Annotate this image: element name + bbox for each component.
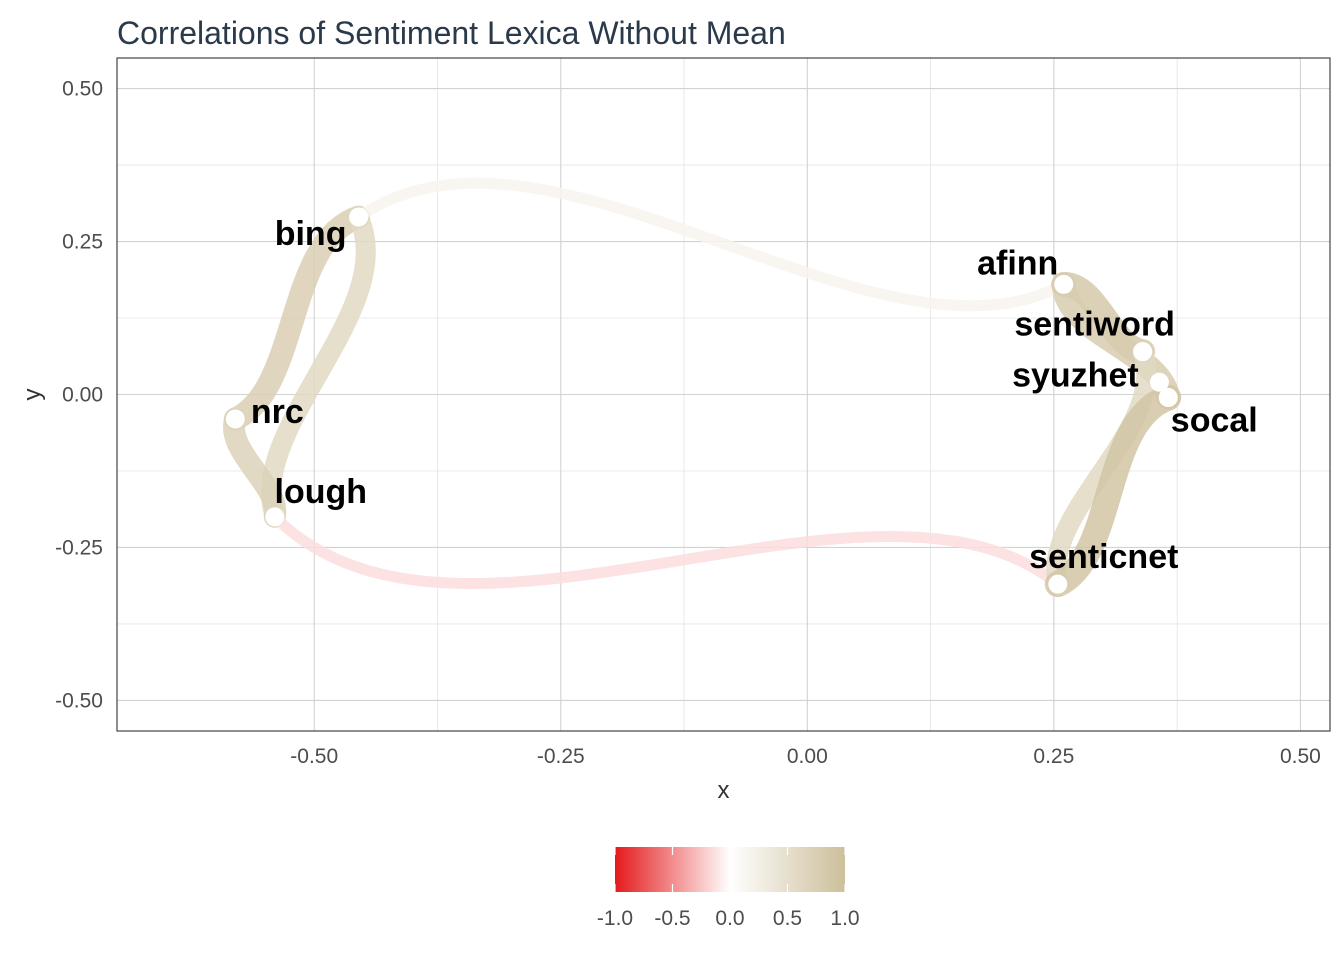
x-tick-label: 0.00 <box>787 745 828 768</box>
x-tick-label: -0.25 <box>537 745 585 768</box>
x-axis-ticks: -0.50 -0.25 0.00 0.25 0.50 <box>290 745 1321 768</box>
y-tick-label: -0.50 <box>55 689 103 712</box>
nodes <box>225 207 1178 594</box>
node-lough <box>265 507 285 527</box>
y-tick-label: 0.50 <box>62 78 103 101</box>
legend: -1.0 -0.5 0.0 0.5 1.0 <box>597 847 860 930</box>
edge-bing-afinn <box>353 177 1070 312</box>
y-axis-ticks: 0.50 0.25 0.00 -0.25 -0.50 <box>55 78 103 713</box>
grid <box>117 58 1330 731</box>
node-label-lough: lough <box>275 473 368 511</box>
x-tick-label: -0.50 <box>290 745 338 768</box>
node-sentiword <box>1133 342 1153 362</box>
node-labels: bing nrc lough afinn sentiword syuzhet socal se… <box>251 215 1258 576</box>
panel-border <box>116 57 1331 732</box>
chart-title: Correlations of Sentiment Lexica Without… <box>117 15 786 51</box>
edge-socal-senticnet <box>1044 384 1182 598</box>
node-afinn <box>1054 274 1074 294</box>
edge-nrc-lough <box>223 407 287 528</box>
node-bing <box>349 207 369 227</box>
legend-tick-label: -1.0 <box>597 907 633 930</box>
node-label-socal: socal <box>1171 402 1258 440</box>
y-tick-label: -0.25 <box>55 536 103 559</box>
x-axis-label: x <box>718 777 730 804</box>
node-socal <box>1158 388 1178 408</box>
node-syuzhet <box>1149 372 1169 392</box>
node-label-bing: bing <box>275 215 347 253</box>
legend-tick-label: 0.0 <box>715 907 744 930</box>
legend-tick-label: 0.5 <box>773 907 802 930</box>
legend-tick-label: 1.0 <box>830 907 859 930</box>
x-tick-label: 0.25 <box>1033 745 1074 768</box>
edge-lough-senticnet <box>269 511 1064 590</box>
y-axis-label: y <box>19 389 46 401</box>
node-label-syuzhet: syuzhet <box>1012 356 1139 394</box>
node-label-afinn: afinn <box>977 244 1058 282</box>
legend-tick-label: -0.5 <box>654 907 690 930</box>
x-tick-label: 0.50 <box>1280 745 1321 768</box>
node-senticnet <box>1048 574 1068 594</box>
node-label-senticnet: senticnet <box>1029 538 1178 576</box>
edge-bing-nrc <box>223 205 371 431</box>
node-nrc <box>225 409 245 429</box>
node-label-nrc: nrc <box>251 393 304 431</box>
y-tick-label: 0.25 <box>62 231 103 254</box>
y-tick-label: 0.00 <box>62 384 103 407</box>
node-label-sentiword: sentiword <box>1014 306 1175 344</box>
